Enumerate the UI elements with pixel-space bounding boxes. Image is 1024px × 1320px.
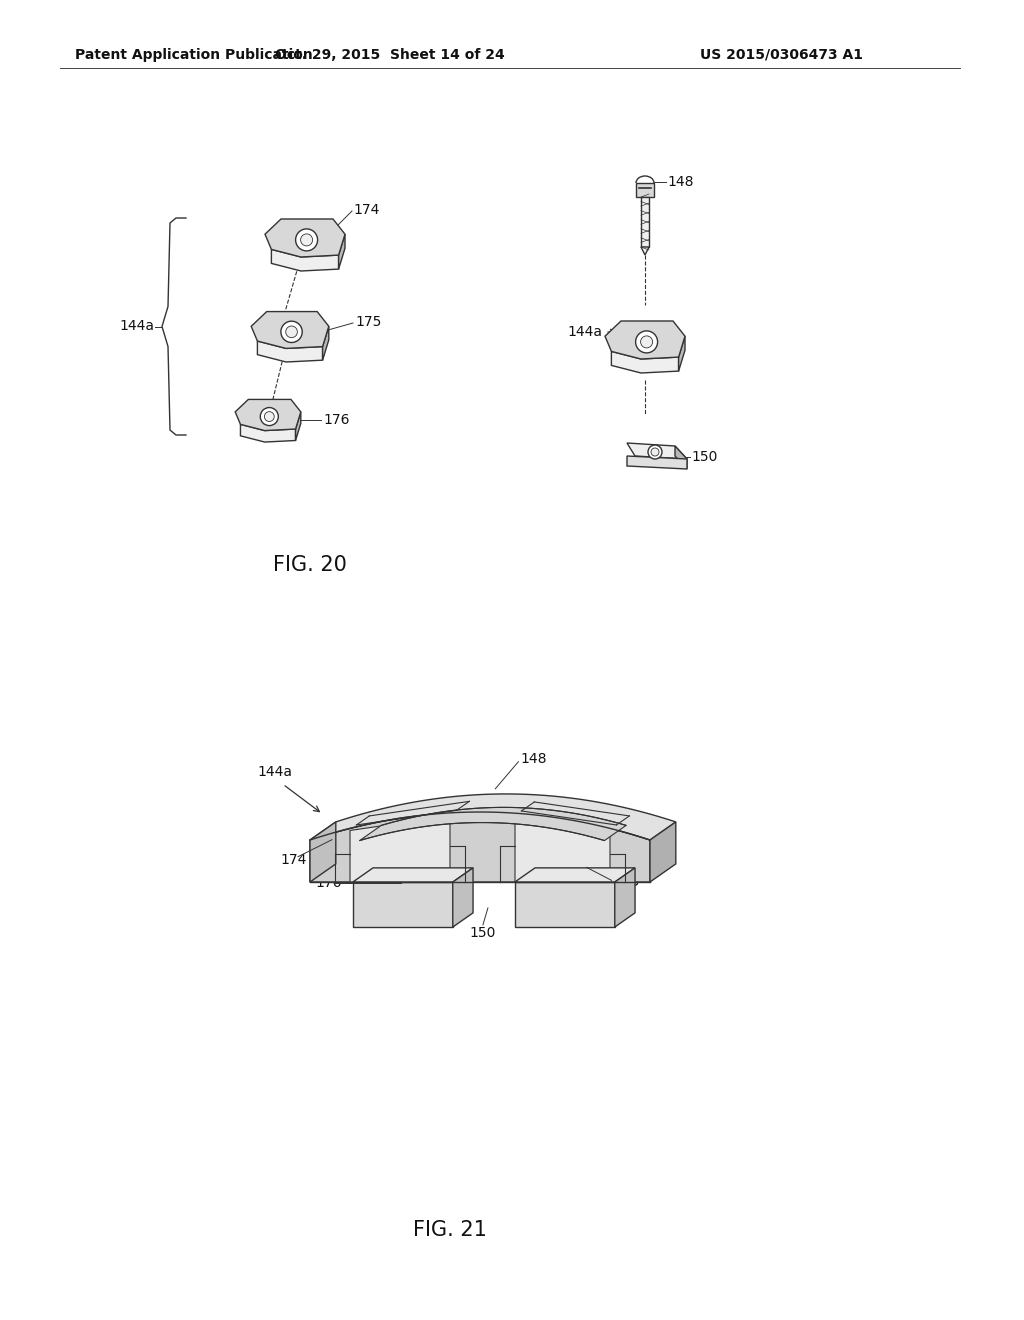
Polygon shape xyxy=(310,863,676,882)
Polygon shape xyxy=(641,247,649,255)
Circle shape xyxy=(636,331,657,352)
Polygon shape xyxy=(650,822,676,882)
Polygon shape xyxy=(257,341,323,362)
Polygon shape xyxy=(453,867,473,927)
Text: 176: 176 xyxy=(315,876,342,890)
Text: 144a: 144a xyxy=(119,319,154,334)
Polygon shape xyxy=(641,197,649,247)
Polygon shape xyxy=(352,867,473,882)
Polygon shape xyxy=(614,867,635,927)
Polygon shape xyxy=(323,326,329,360)
Polygon shape xyxy=(515,817,610,882)
Polygon shape xyxy=(515,882,614,927)
Polygon shape xyxy=(611,351,679,374)
Text: FIG. 21: FIG. 21 xyxy=(413,1220,487,1239)
Circle shape xyxy=(264,412,274,421)
Polygon shape xyxy=(359,808,626,841)
Text: 144a: 144a xyxy=(258,766,293,779)
Circle shape xyxy=(296,228,317,251)
Polygon shape xyxy=(627,444,687,459)
Polygon shape xyxy=(296,412,301,441)
Circle shape xyxy=(301,234,312,246)
Circle shape xyxy=(286,326,297,338)
Polygon shape xyxy=(350,816,450,882)
Text: 144a: 144a xyxy=(567,325,602,339)
Polygon shape xyxy=(605,321,685,359)
Text: 150: 150 xyxy=(691,450,718,465)
Polygon shape xyxy=(352,882,453,927)
Polygon shape xyxy=(515,867,635,882)
Circle shape xyxy=(651,447,659,455)
Polygon shape xyxy=(636,183,654,197)
Text: 176: 176 xyxy=(323,413,349,426)
Polygon shape xyxy=(310,812,650,882)
Polygon shape xyxy=(679,337,685,371)
Polygon shape xyxy=(675,446,687,469)
Text: US 2015/0306473 A1: US 2015/0306473 A1 xyxy=(700,48,863,62)
Polygon shape xyxy=(627,455,687,469)
Polygon shape xyxy=(236,400,301,430)
Polygon shape xyxy=(339,234,345,269)
Text: 175: 175 xyxy=(613,875,640,890)
Text: 150: 150 xyxy=(470,925,496,940)
Text: Oct. 29, 2015  Sheet 14 of 24: Oct. 29, 2015 Sheet 14 of 24 xyxy=(275,48,505,62)
Text: 175: 175 xyxy=(355,315,381,329)
Text: FIG. 20: FIG. 20 xyxy=(273,554,347,576)
Polygon shape xyxy=(310,822,336,882)
Text: Patent Application Publication: Patent Application Publication xyxy=(75,48,312,62)
Polygon shape xyxy=(265,219,345,257)
Polygon shape xyxy=(241,424,296,442)
Text: 174: 174 xyxy=(353,203,379,216)
Circle shape xyxy=(281,321,302,342)
Circle shape xyxy=(260,408,279,425)
Polygon shape xyxy=(310,793,676,840)
Text: 148: 148 xyxy=(520,752,547,766)
Circle shape xyxy=(648,445,662,459)
Circle shape xyxy=(641,335,652,348)
Text: 148: 148 xyxy=(667,176,693,189)
Text: 174: 174 xyxy=(280,853,306,867)
Polygon shape xyxy=(271,249,339,271)
Polygon shape xyxy=(251,312,329,348)
